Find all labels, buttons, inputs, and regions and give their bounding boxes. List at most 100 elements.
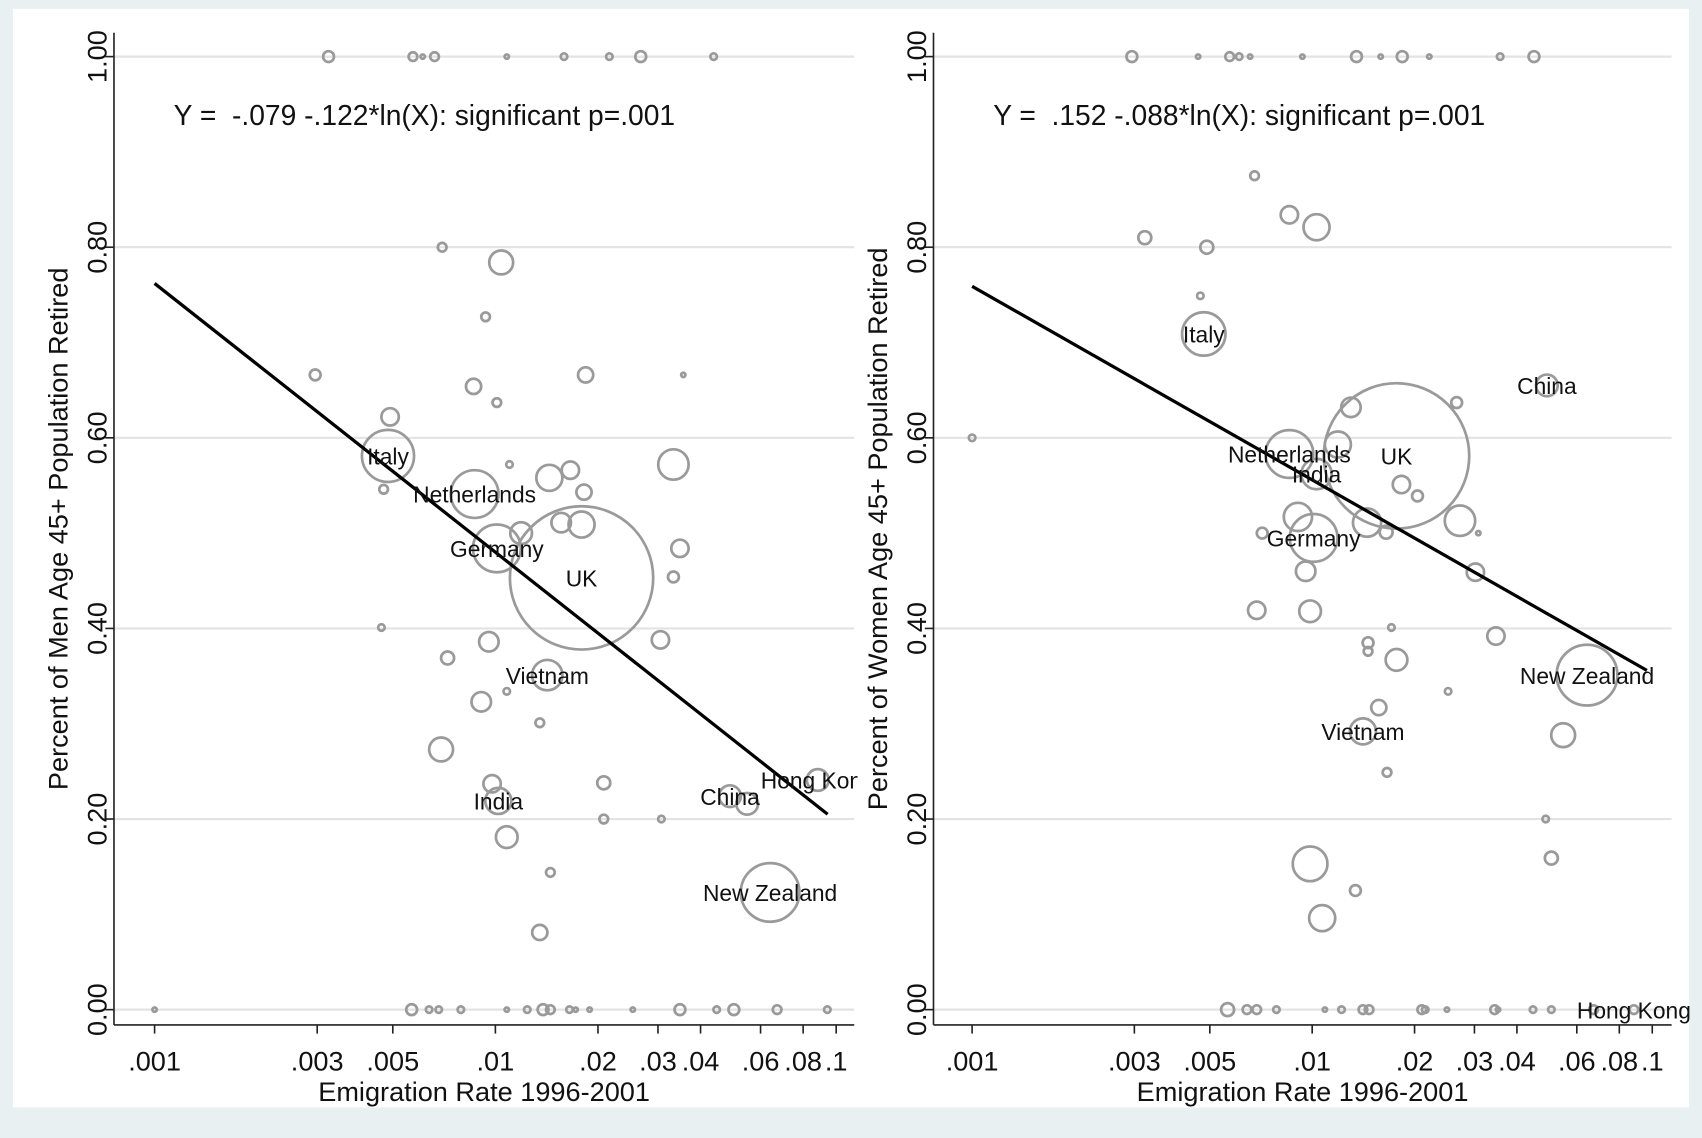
x-tick-label: .005: [1183, 1045, 1236, 1076]
bubble: [1377, 53, 1385, 61]
bubble: [508, 520, 534, 546]
bubble: [487, 249, 515, 276]
bubble: [534, 717, 546, 729]
bubble: [1348, 883, 1363, 898]
bubble: [1234, 51, 1244, 62]
bubble: [1297, 599, 1323, 624]
x-tick-label: .08: [1600, 1045, 1638, 1076]
bubble: [734, 791, 760, 817]
point-label: Germany: [1267, 526, 1361, 552]
bubble: [377, 483, 390, 495]
y-tick-label: 1.00: [81, 30, 112, 83]
bubble: [1307, 903, 1337, 933]
point-label: Hong Kong: [761, 768, 875, 794]
point-label: Netherlands: [1228, 442, 1351, 468]
bubble: [436, 241, 448, 253]
annotation: Y = -.079 -.122*ln(X): significant p=.00…: [174, 99, 675, 131]
bubble: [1549, 721, 1577, 749]
bubble: [1378, 524, 1395, 541]
bubble: [1282, 501, 1314, 533]
bubble: [598, 813, 610, 825]
bubble: [1363, 1003, 1375, 1016]
bubble: [1425, 53, 1433, 61]
y-tick-label: 0.20: [901, 793, 932, 846]
bubble: [550, 511, 573, 534]
bubble: [575, 483, 593, 502]
bubble: [536, 1002, 550, 1017]
bubble: [321, 49, 336, 64]
x-tick-label: .06: [1558, 1045, 1596, 1076]
bubble: [1357, 1003, 1369, 1016]
bubble: [1381, 766, 1393, 779]
bubble: [1351, 507, 1383, 539]
bubble: [428, 50, 441, 63]
bubble: [967, 433, 977, 443]
point-label: New Zealand: [703, 880, 837, 906]
bubble: [576, 365, 595, 384]
bubble: [503, 53, 511, 61]
bubble: [470, 690, 493, 713]
x-axis-title: Emigration Rate 1996-2001: [1137, 1076, 1469, 1107]
bubble: [1420, 1005, 1430, 1015]
point-label: China: [1517, 373, 1577, 399]
bubble: [822, 1005, 832, 1015]
point-label: Italy: [367, 444, 409, 470]
x-tick-label: .08: [784, 1045, 822, 1076]
bubble: [673, 1002, 687, 1017]
x-tick-label: .005: [366, 1045, 419, 1076]
y-tick-label: 0.80: [901, 221, 932, 274]
x-tick-label: .003: [291, 1045, 344, 1076]
bubble: [709, 51, 719, 62]
bubble: [407, 50, 419, 63]
bubble: [151, 1006, 159, 1014]
y-tick-label: 0.00: [901, 983, 932, 1036]
bubble: [308, 368, 322, 382]
bubble: [1298, 53, 1306, 61]
bubble: [1485, 626, 1506, 647]
bubble: [494, 824, 519, 850]
bubble: [471, 523, 523, 574]
y-tick-label: 0.60: [901, 411, 932, 464]
point-label: New Zealand: [1520, 663, 1654, 689]
bubble: [1194, 53, 1202, 61]
bubble: [771, 1003, 783, 1016]
bubble: [491, 396, 503, 409]
bubble: [1136, 229, 1153, 246]
y-tick-label: 0.40: [901, 602, 932, 655]
bubble: [1534, 373, 1560, 398]
point-label: Hong Kong: [1577, 997, 1691, 1023]
bubble: [1527, 49, 1541, 64]
bubble: [1443, 1006, 1451, 1014]
bubble: [1291, 845, 1329, 883]
bubble: [477, 630, 501, 653]
bubble: [427, 736, 455, 763]
y-tick-label: 0.00: [81, 983, 112, 1036]
bubble: [739, 861, 801, 924]
bubble: [530, 923, 549, 942]
point-label: Germany: [450, 536, 544, 562]
bubble: [1246, 600, 1267, 621]
bubble: [1302, 212, 1331, 242]
bubble: [1246, 53, 1254, 61]
bubble: [656, 814, 667, 824]
point-label: Netherlands: [413, 482, 536, 508]
bubble: [530, 658, 564, 692]
bubble: [1336, 1005, 1347, 1015]
bubble: [1628, 1003, 1640, 1016]
bubble: [586, 1006, 594, 1014]
bubble: [1255, 526, 1269, 540]
y-tick-label: 0.60: [81, 411, 112, 464]
bubble: [1546, 1005, 1556, 1015]
bubble: [544, 866, 557, 879]
x-tick-label: .03: [639, 1045, 677, 1076]
point-label: Vietnam: [506, 663, 589, 689]
panel: 0.00 0.20 0.40 0.60 0.80 1.00 .001 .003 .005 .01.…: [42, 30, 875, 1107]
bubble: [1386, 622, 1397, 633]
bubble: [666, 570, 681, 584]
bubble: [1443, 504, 1477, 538]
bubble: [464, 377, 483, 396]
bubble: [1474, 529, 1482, 537]
bubble: [595, 774, 612, 791]
